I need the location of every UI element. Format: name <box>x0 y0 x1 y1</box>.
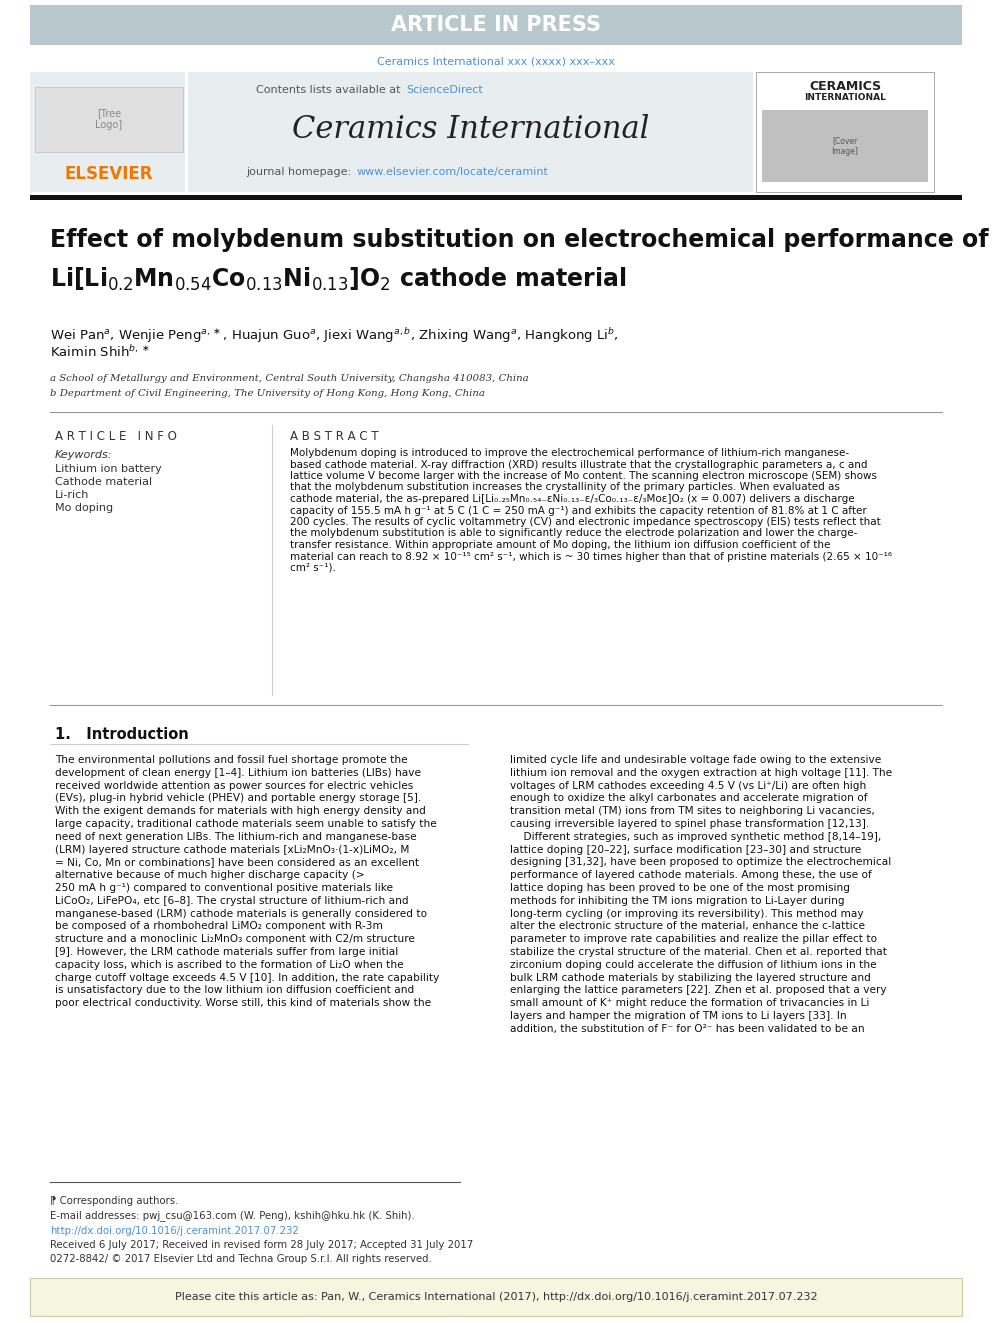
Text: is unsatisfactory due to the low lithium ion diffusion coefficient and: is unsatisfactory due to the low lithium… <box>55 986 415 995</box>
Text: large capacity, traditional cathode materials seem unable to satisfy the: large capacity, traditional cathode mate… <box>55 819 436 830</box>
Text: 250 mA h g⁻¹) compared to conventional positive materials like: 250 mA h g⁻¹) compared to conventional p… <box>55 882 393 893</box>
Text: ARTICLE IN PRESS: ARTICLE IN PRESS <box>391 15 601 34</box>
Text: stabilize the crystal structure of the material. Chen et al. reported that: stabilize the crystal structure of the m… <box>510 947 887 957</box>
Text: Contents lists available at: Contents lists available at <box>256 85 404 95</box>
Text: alter the electronic structure of the material, enhance the c-lattice: alter the electronic structure of the ma… <box>510 921 865 931</box>
Text: ELSEVIER: ELSEVIER <box>64 165 153 183</box>
Text: 0272-8842/ © 2017 Elsevier Ltd and Techna Group S.r.l. All rights reserved.: 0272-8842/ © 2017 Elsevier Ltd and Techn… <box>50 1254 432 1263</box>
Text: transition metal (TM) ions from TM sites to neighboring Li vacancies,: transition metal (TM) ions from TM sites… <box>510 806 875 816</box>
Text: a School of Metallurgy and Environment, Central South University, Changsha 41008: a School of Metallurgy and Environment, … <box>50 374 529 382</box>
Text: performance of layered cathode materials. Among these, the use of: performance of layered cathode materials… <box>510 871 872 880</box>
Text: addition, the substitution of F⁻ for O²⁻ has been validated to be an: addition, the substitution of F⁻ for O²⁻… <box>510 1024 865 1033</box>
Text: poor electrical conductivity. Worse still, this kind of materials show the: poor electrical conductivity. Worse stil… <box>55 998 432 1008</box>
Text: need of next generation LIBs. The lithium-rich and manganese-base: need of next generation LIBs. The lithiu… <box>55 832 417 841</box>
Text: Please cite this article as: Pan, W., Ceramics International (2017), http://dx.d: Please cite this article as: Pan, W., Ce… <box>175 1293 817 1302</box>
Text: based cathode material. X-ray diffraction (XRD) results illustrate that the crys: based cathode material. X-ray diffractio… <box>290 459 867 470</box>
Bar <box>30 194 962 200</box>
Bar <box>30 71 185 192</box>
Text: www.elsevier.com/locate/ceramint: www.elsevier.com/locate/ceramint <box>357 167 549 177</box>
Text: lithium ion removal and the oxygen extraction at high voltage [11]. The: lithium ion removal and the oxygen extra… <box>510 767 892 778</box>
Text: Kaimin Shih$^{b,\ast}$: Kaimin Shih$^{b,\ast}$ <box>50 344 150 360</box>
Text: methods for inhibiting the TM ions migration to Li-Layer during: methods for inhibiting the TM ions migra… <box>510 896 844 906</box>
Text: ⁋ Corresponding authors.: ⁋ Corresponding authors. <box>50 1196 179 1207</box>
Bar <box>30 1278 962 1316</box>
Text: INTERNATIONAL: INTERNATIONAL <box>805 94 886 102</box>
Text: Ceramics International: Ceramics International <box>293 115 650 146</box>
Text: charge cutoff voltage exceeds 4.5 V [10]. In addition, the rate capability: charge cutoff voltage exceeds 4.5 V [10]… <box>55 972 439 983</box>
Text: (LRM) layered structure cathode materials [xLi₂MnO₃·(1-x)LiMO₂, M: (LRM) layered structure cathode material… <box>55 844 410 855</box>
Text: LiCoO₂, LiFePO₄, etc [6–8]. The crystal structure of lithium-rich and: LiCoO₂, LiFePO₄, etc [6–8]. The crystal … <box>55 896 409 906</box>
Text: The environmental pollutions and fossil fuel shortage promote the: The environmental pollutions and fossil … <box>55 755 408 765</box>
Text: bulk LRM cathode materials by stabilizing the layered structure and: bulk LRM cathode materials by stabilizin… <box>510 972 871 983</box>
Text: A R T I C L E   I N F O: A R T I C L E I N F O <box>55 430 177 443</box>
Bar <box>35 87 183 152</box>
Text: cm² s⁻¹).: cm² s⁻¹). <box>290 564 336 573</box>
Text: Keywords:: Keywords: <box>55 450 112 460</box>
Text: long-term cycling (or improving its reversibility). This method may: long-term cycling (or improving its reve… <box>510 909 864 918</box>
Text: Ceramics International xxx (xxxx) xxx–xxx: Ceramics International xxx (xxxx) xxx–xx… <box>377 57 615 67</box>
Bar <box>30 5 962 45</box>
Text: manganese-based (LRM) cathode materials is generally considered to: manganese-based (LRM) cathode materials … <box>55 909 428 918</box>
Bar <box>188 71 753 192</box>
Text: With the exigent demands for materials with high energy density and: With the exigent demands for materials w… <box>55 806 426 816</box>
Text: [Tree
Logo]: [Tree Logo] <box>95 108 123 130</box>
Text: Received 6 July 2017; Received in revised form 28 July 2017; Accepted 31 July 20: Received 6 July 2017; Received in revise… <box>50 1240 473 1250</box>
Text: A B S T R A C T: A B S T R A C T <box>290 430 379 443</box>
Text: [Cover
Image]: [Cover Image] <box>831 136 858 156</box>
Text: the molybdenum substitution is able to significantly reduce the electrode polari: the molybdenum substitution is able to s… <box>290 528 857 538</box>
Text: Lithium ion battery: Lithium ion battery <box>55 464 162 474</box>
Text: Different strategies, such as improved synthetic method [8,14–19],: Different strategies, such as improved s… <box>510 832 881 841</box>
Text: designing [31,32], have been proposed to optimize the electrochemical: designing [31,32], have been proposed to… <box>510 857 891 868</box>
Text: Li-rich: Li-rich <box>55 490 89 500</box>
Text: capacity loss, which is ascribed to the formation of Li₂O when the: capacity loss, which is ascribed to the … <box>55 959 404 970</box>
Text: parameter to improve rate capabilities and realize the pillar effect to: parameter to improve rate capabilities a… <box>510 934 877 945</box>
Text: E-mail addresses: pwj_csu@163.com (W. Peng), kshih@hku.hk (K. Shih).: E-mail addresses: pwj_csu@163.com (W. Pe… <box>50 1211 415 1221</box>
Text: limited cycle life and undesirable voltage fade owing to the extensive: limited cycle life and undesirable volta… <box>510 755 881 765</box>
Text: = Ni, Co, Mn or combinations] have been considered as an excellent: = Ni, Co, Mn or combinations] have been … <box>55 857 420 868</box>
Text: received worldwide attention as power sources for electric vehicles: received worldwide attention as power so… <box>55 781 414 791</box>
Text: http://dx.doi.org/10.1016/j.ceramint.2017.07.232: http://dx.doi.org/10.1016/j.ceramint.201… <box>50 1226 299 1236</box>
Bar <box>762 110 928 183</box>
Text: CERAMICS: CERAMICS <box>808 79 881 93</box>
Text: alternative because of much higher discharge capacity (>: alternative because of much higher disch… <box>55 871 365 880</box>
Text: lattice doping [20–22], surface modification [23–30] and structure: lattice doping [20–22], surface modifica… <box>510 844 861 855</box>
Text: Mo doping: Mo doping <box>55 503 113 513</box>
Text: 200 cycles. The results of cyclic voltammetry (CV) and electronic impedance spec: 200 cycles. The results of cyclic voltam… <box>290 517 881 527</box>
Text: voltages of LRM cathodes exceeding 4.5 V (vs Li⁺/Li) are often high: voltages of LRM cathodes exceeding 4.5 V… <box>510 781 866 791</box>
Text: causing irreversible layered to spinel phase transformation [12,13].: causing irreversible layered to spinel p… <box>510 819 869 830</box>
Text: cathode material, the as-prepared Li[Li₀.₂₅Mn₀.₅₄₋εNi₀.₁₃₋ε/₃Co₀.₁₃₋ε/₃Moε]O₂ (x: cathode material, the as-prepared Li[Li₀… <box>290 493 855 504</box>
Text: zirconium doping could accelerate the diffusion of lithium ions in the: zirconium doping could accelerate the di… <box>510 959 877 970</box>
Text: enlarging the lattice parameters [22]. Zhen et al. proposed that a very: enlarging the lattice parameters [22]. Z… <box>510 986 887 995</box>
Text: enough to oxidize the alkyl carbonates and accelerate migration of: enough to oxidize the alkyl carbonates a… <box>510 794 867 803</box>
Text: Li[Li$_{0.2}$Mn$_{0.54}$Co$_{0.13}$Ni$_{0.13}$]O$_2$ cathode material: Li[Li$_{0.2}$Mn$_{0.54}$Co$_{0.13}$Ni$_{… <box>50 266 626 294</box>
Text: journal homepage:: journal homepage: <box>246 167 355 177</box>
Text: transfer resistance. Within appropriate amount of Mo doping, the lithium ion dif: transfer resistance. Within appropriate … <box>290 540 830 550</box>
Text: lattice doping has been proved to be one of the most promising: lattice doping has been proved to be one… <box>510 882 850 893</box>
Bar <box>756 71 934 192</box>
Text: [9]. However, the LRM cathode materials suffer from large initial: [9]. However, the LRM cathode materials … <box>55 947 398 957</box>
Text: that the molybdenum substitution increases the crystallinity of the primary part: that the molybdenum substitution increas… <box>290 483 840 492</box>
Text: 1.   Introduction: 1. Introduction <box>55 728 188 742</box>
Text: structure and a monoclinic Li₂MnO₃ component with C2/m structure: structure and a monoclinic Li₂MnO₃ compo… <box>55 934 415 945</box>
Text: Effect of molybdenum substitution on electrochemical performance of: Effect of molybdenum substitution on ele… <box>50 228 989 251</box>
Text: Molybdenum doping is introduced to improve the electrochemical performance of li: Molybdenum doping is introduced to impro… <box>290 448 849 458</box>
Text: (EVs), plug-in hybrid vehicle (PHEV) and portable energy storage [5].: (EVs), plug-in hybrid vehicle (PHEV) and… <box>55 794 422 803</box>
Text: Wei Pan$^a$, Wenjie Peng$^{a,\ast}$, Huajun Guo$^a$, Jiexi Wang$^{a,b}$, Zhixing: Wei Pan$^a$, Wenjie Peng$^{a,\ast}$, Hua… <box>50 325 619 345</box>
Text: small amount of K⁺ might reduce the formation of trivacancies in Li: small amount of K⁺ might reduce the form… <box>510 998 869 1008</box>
Text: b Department of Civil Engineering, The University of Hong Kong, Hong Kong, China: b Department of Civil Engineering, The U… <box>50 389 485 398</box>
Text: capacity of 155.5 mA h g⁻¹ at 5 C (1 C = 250 mA g⁻¹) and exhibits the capacity r: capacity of 155.5 mA h g⁻¹ at 5 C (1 C =… <box>290 505 867 516</box>
Text: lattice volume V become larger with the increase of Mo content. The scanning ele: lattice volume V become larger with the … <box>290 471 877 482</box>
Text: ScienceDirect: ScienceDirect <box>406 85 483 95</box>
Text: material can reach to 8.92 × 10⁻¹⁵ cm² s⁻¹, which is ~ 30 times higher than that: material can reach to 8.92 × 10⁻¹⁵ cm² s… <box>290 552 892 561</box>
Text: development of clean energy [1–4]. Lithium ion batteries (LIBs) have: development of clean energy [1–4]. Lithi… <box>55 767 421 778</box>
Text: layers and hamper the migration of TM ions to Li layers [33]. In: layers and hamper the migration of TM io… <box>510 1011 846 1021</box>
Text: Cathode material: Cathode material <box>55 478 152 487</box>
Text: be composed of a rhombohedral LiMO₂ component with R-3m: be composed of a rhombohedral LiMO₂ comp… <box>55 921 383 931</box>
